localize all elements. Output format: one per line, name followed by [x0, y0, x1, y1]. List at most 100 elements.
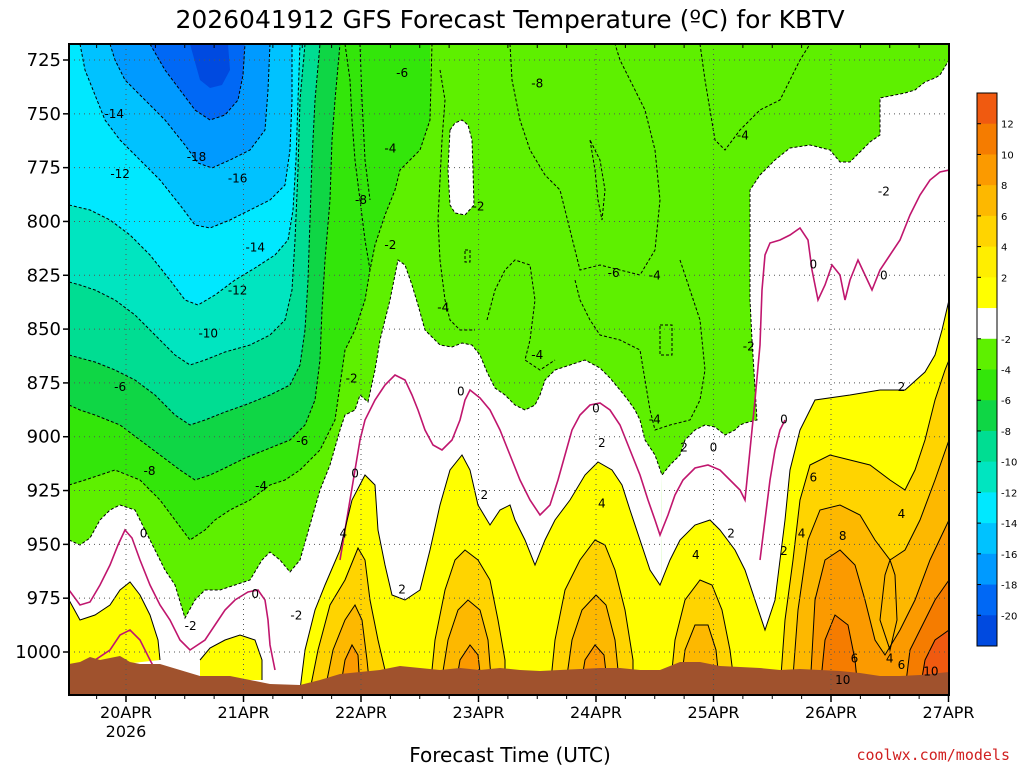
contour-label: -2: [878, 184, 890, 198]
colorbar-label: -14: [1001, 519, 1017, 530]
contour-label: -4: [437, 301, 449, 315]
contour-label: 0: [140, 527, 148, 541]
contour-label: 6: [810, 471, 818, 485]
contour-label: 4: [798, 527, 806, 541]
colorbar-swatch: [977, 553, 997, 586]
colorbar-swatch: [977, 523, 997, 555]
contour-label: -6: [296, 434, 308, 448]
contour-label: 10: [923, 664, 938, 678]
y-tick-label: 750: [27, 104, 61, 125]
contour-label: 4: [598, 496, 606, 510]
x-axis-label: Forecast Time (UTC): [409, 743, 611, 767]
contour-label: 2: [727, 527, 735, 541]
contour-label: -4: [255, 479, 267, 493]
contour-label: 8: [839, 529, 847, 543]
colorbar-label: -6: [1001, 396, 1011, 407]
colorbar-label: -18: [1001, 581, 1017, 592]
colorbar-swatch: [977, 123, 997, 155]
contour-labels: -14 -18 -12 -16 -14 -12 -10 -6 -8 -6 -4 0 -2 0 -2 0 -2 -2…: [104, 66, 938, 687]
colorbar-label: -4: [1001, 366, 1011, 377]
colorbar-label: -2: [1001, 335, 1011, 346]
y-tick-label: 725: [27, 50, 61, 71]
x-tick-label: 26APR: [805, 703, 857, 722]
y-tick-label: 875: [27, 373, 61, 394]
contour-label: -6: [114, 380, 126, 394]
contour-label: -14: [104, 107, 124, 121]
contour-label: -2: [384, 238, 396, 252]
contour-label: -2: [346, 372, 358, 386]
x-tick-label: 25APR: [687, 703, 739, 722]
colorbar-swatch: [977, 308, 997, 340]
colorbar-swatch: [977, 93, 997, 125]
contour-label: 2: [780, 544, 788, 558]
colorbar-label: -8: [1001, 427, 1011, 438]
colorbar-label: -20: [1001, 611, 1017, 622]
contour-label: 2: [680, 440, 688, 454]
contour-label: -4: [384, 141, 396, 155]
y-tick-label: 1000: [15, 642, 61, 663]
colorbar-swatch: [977, 369, 997, 401]
y-tick-label: 825: [27, 265, 61, 286]
terrain: [69, 656, 949, 695]
contour-label: 2: [898, 380, 906, 394]
colorbar-swatch: [977, 185, 997, 217]
contour-label: 2: [398, 583, 406, 597]
contour-label: -8: [531, 77, 543, 91]
colorbar-swatch: [977, 277, 997, 309]
y-tick-label: 775: [27, 158, 61, 179]
x-tick-label: 23APR: [452, 703, 504, 722]
contour-label: -12: [228, 283, 248, 297]
contour-label: 2: [598, 436, 606, 450]
zero-contours: [69, 169, 949, 676]
plot-area: [69, 44, 949, 695]
colorbar-swatch: [977, 154, 997, 186]
contour-label: 0: [810, 258, 818, 272]
contour-label: -14: [245, 240, 265, 254]
colorbar-swatch: [977, 615, 997, 647]
colorbar-label: -12: [1001, 488, 1017, 499]
contour-label: 0: [710, 440, 718, 454]
contour-label: -18: [187, 150, 207, 164]
colorbar-label: 6: [1001, 212, 1007, 223]
contour-label: -8: [144, 464, 156, 478]
contour-label: 0: [251, 587, 259, 601]
x-tick-label: 24APR: [570, 703, 622, 722]
contour-label: 4: [886, 651, 894, 665]
colorbar-label: 8: [1001, 181, 1007, 192]
contour-label: -4: [531, 348, 543, 362]
contour-label: 0: [351, 466, 359, 480]
x-tick-label: 27APR: [922, 703, 974, 722]
y-tick-label: 925: [27, 481, 61, 502]
y-tick-label: 900: [27, 427, 61, 448]
contour-label: -6: [396, 66, 408, 80]
contour-label: 0: [457, 385, 465, 399]
colorbar-label: -16: [1001, 550, 1017, 561]
contour-label: -6: [608, 266, 620, 280]
colorbar-label: 2: [1001, 273, 1007, 284]
contour-label: 0: [880, 268, 888, 282]
colorbar-label: -10: [1001, 458, 1017, 469]
contour-label: -8: [355, 193, 367, 207]
colorbar-swatch: [977, 338, 997, 370]
contour-label: -4: [649, 413, 661, 427]
x-tick-sublabel: 2026: [106, 722, 147, 741]
colorbar-swatch: [977, 246, 997, 278]
contour-label: 10: [835, 673, 850, 687]
colorbar-label: 10: [1001, 150, 1014, 161]
colorbar-swatch: [977, 215, 997, 248]
chart-title: 2026041912 GFS Forecast Temperature (ºC)…: [175, 5, 844, 34]
contour-label: -2: [743, 339, 755, 353]
contour-label: -2: [473, 199, 485, 213]
band-white-pocket: [448, 120, 474, 215]
x-tick-label: 20APR: [100, 703, 152, 722]
colorbar: 12 10 8 6 4 2 -2 -4 -6 -8 -10 -12 -14 -16 -18 -20: [976, 92, 1017, 647]
y-tick-label: 850: [27, 319, 61, 340]
y-tick-label: 800: [27, 211, 61, 232]
y-tick-label: 975: [27, 588, 61, 609]
y-axis: 725 750 775 800 825 850 875 900 925 950 975 1000: [15, 50, 69, 663]
credit-text: coolwx.com/models: [856, 746, 1010, 764]
contour-label: 6: [851, 651, 859, 665]
contour-label: 4: [692, 548, 700, 562]
x-tick-label: 21APR: [217, 703, 269, 722]
